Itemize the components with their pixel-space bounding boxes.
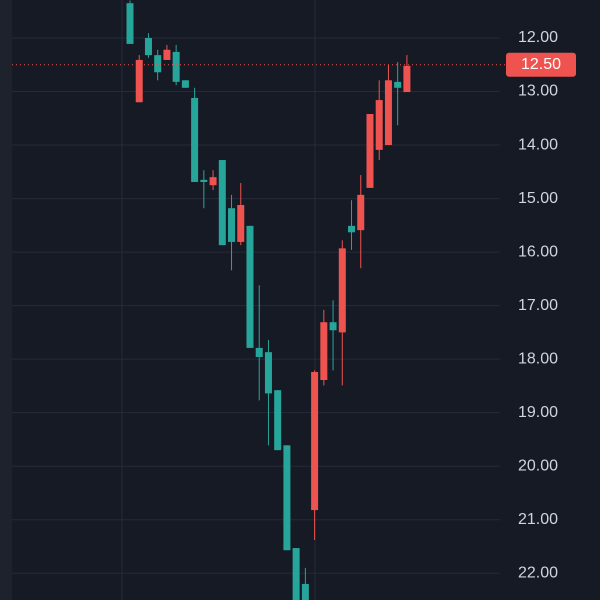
candle-body	[375, 100, 383, 150]
candle-body	[135, 59, 143, 103]
candle-body	[320, 322, 328, 381]
candle-body	[246, 225, 254, 348]
y-tick-label: 13.00	[518, 83, 558, 100]
candle-body	[311, 371, 319, 511]
candle-body	[348, 225, 356, 233]
candle-body	[191, 97, 199, 182]
candle-body	[144, 38, 152, 56]
candle-body	[181, 80, 189, 88]
candle-body	[292, 548, 300, 600]
candle-body	[209, 177, 217, 186]
candle-body	[228, 208, 236, 242]
y-tick-label: 12.00	[518, 29, 558, 46]
candle-body	[329, 322, 337, 331]
y-tick-label: 15.00	[518, 190, 558, 207]
candle-body	[274, 390, 282, 451]
last-price-label: 12.50	[521, 56, 561, 73]
y-tick-label: 19.00	[518, 404, 558, 421]
candle-body	[255, 347, 263, 358]
candle-body	[366, 114, 374, 188]
candle-body	[218, 160, 226, 246]
candle-body	[403, 65, 411, 93]
y-tick-label: 21.00	[518, 511, 558, 528]
candle-body	[394, 81, 402, 88]
candle-body	[338, 248, 346, 333]
candle-body	[301, 583, 309, 600]
last-price-box	[506, 52, 576, 77]
y-tick-label: 22.00	[518, 564, 558, 581]
y-tick-label: 18.00	[518, 350, 558, 367]
candle-body	[163, 49, 171, 60]
y-tick-label: 17.00	[518, 297, 558, 314]
candle-body	[172, 51, 180, 82]
side-strip	[0, 0, 12, 600]
candle-body	[126, 3, 134, 44]
candle-body	[237, 204, 245, 242]
candle-body	[200, 179, 208, 182]
y-tick-label: 20.00	[518, 457, 558, 474]
candle-body	[357, 194, 365, 231]
candle-body	[264, 352, 272, 394]
y-tick-label: 14.00	[518, 136, 558, 153]
candle-body	[154, 55, 162, 73]
candle-body	[283, 445, 291, 551]
y-tick-label: 16.00	[518, 243, 558, 260]
candle-body	[384, 80, 392, 146]
